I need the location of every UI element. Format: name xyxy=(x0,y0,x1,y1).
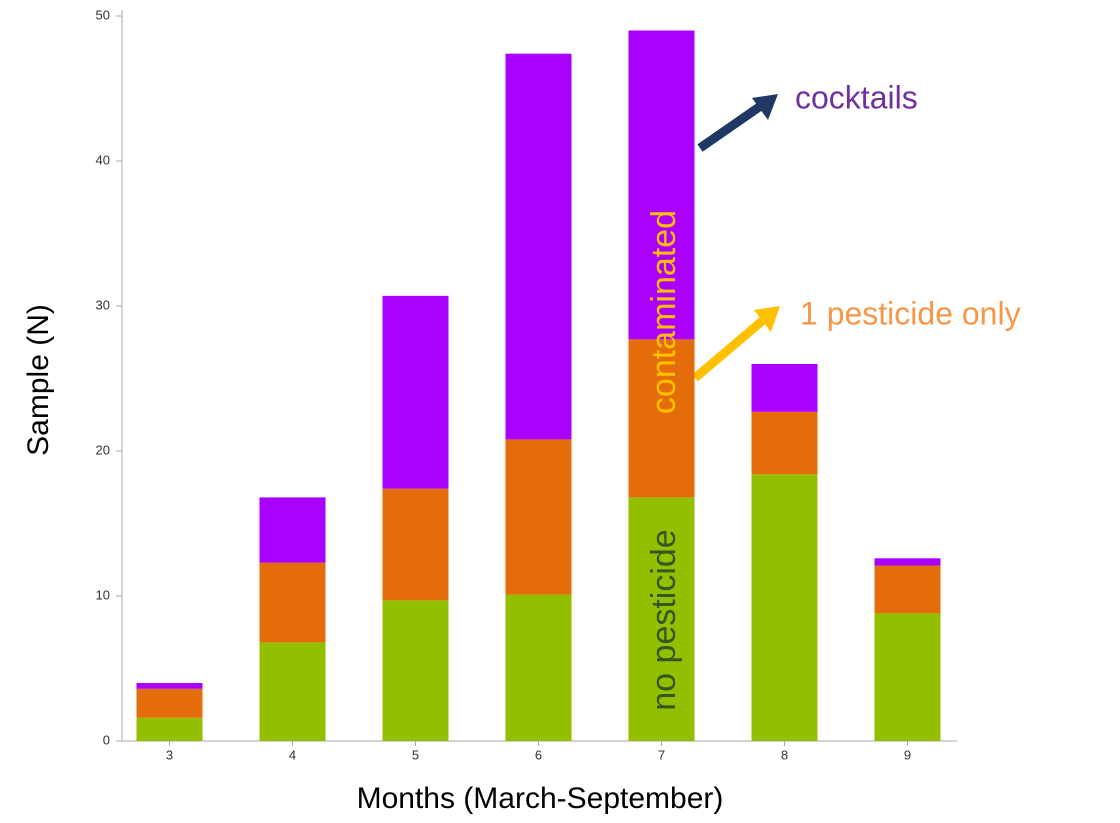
y-tick-label: 50 xyxy=(96,7,110,22)
bar-segment xyxy=(505,53,572,440)
bar-segment xyxy=(751,411,818,475)
y-tick-label: 20 xyxy=(96,442,110,457)
bar-segment xyxy=(136,683,203,689)
bar-segment xyxy=(751,474,818,741)
bar-segment xyxy=(628,30,695,340)
x-tick-label: 5 xyxy=(412,747,419,762)
bar-segment xyxy=(874,613,941,741)
bar-segment xyxy=(382,295,449,489)
bar-segment xyxy=(259,642,326,741)
bar-segment xyxy=(382,600,449,741)
annotation: cocktails xyxy=(795,79,918,115)
bar-segment xyxy=(628,339,695,498)
x-tick-label: 6 xyxy=(535,747,542,762)
arrow xyxy=(692,312,771,382)
annotation: no pesticide xyxy=(645,529,683,710)
x-tick-label: 4 xyxy=(289,747,296,762)
bar-segment xyxy=(874,558,941,566)
y-tick-label: 40 xyxy=(96,152,110,167)
y-axis-label: Sample (N) xyxy=(22,304,55,456)
bar-segment xyxy=(136,688,203,718)
bar-segment xyxy=(505,594,572,741)
y-tick-label: 10 xyxy=(96,587,110,602)
x-tick-label: 9 xyxy=(904,747,911,762)
y-tick-label: 30 xyxy=(96,297,110,312)
bar-segment xyxy=(751,364,818,412)
x-tick-label: 3 xyxy=(166,747,173,762)
bar-segment xyxy=(259,562,326,643)
bar-segment xyxy=(259,497,326,563)
bar-segment xyxy=(382,488,449,601)
x-tick-label: 8 xyxy=(781,747,788,762)
bar-segment xyxy=(628,497,695,741)
arrow-head xyxy=(752,94,778,120)
annotation: contaminated xyxy=(645,210,683,414)
bar-segment xyxy=(874,565,941,614)
bar-segment xyxy=(505,439,572,595)
annotation: 1 pesticide only xyxy=(800,295,1021,331)
arrow-head xyxy=(754,306,780,332)
arrow xyxy=(697,99,768,152)
x-tick-label: 7 xyxy=(658,747,665,762)
bar-segment xyxy=(136,717,203,741)
y-tick-label: 0 xyxy=(103,732,110,747)
x-axis-label: Months (March-September) xyxy=(357,782,724,815)
